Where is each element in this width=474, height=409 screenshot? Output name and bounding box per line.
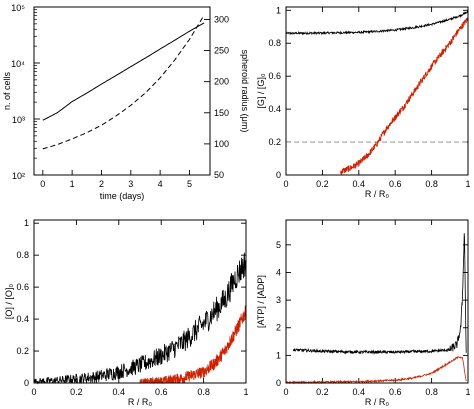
y-tick-label: 5 — [276, 240, 281, 250]
y-tick-label: 10⁵ — [11, 3, 25, 13]
y-tick-label: 0.2 — [268, 137, 281, 147]
y-tick-label: 0.6 — [268, 71, 281, 81]
y-right-tick-label: 100 — [214, 139, 229, 149]
x-tick-label: 1 — [465, 387, 470, 397]
x-tick-label: 1 — [243, 387, 248, 397]
x-axis-label: R / R₀ — [128, 397, 153, 407]
x-tick-label: 2 — [99, 179, 104, 189]
x-tick-label: 0 — [283, 179, 288, 189]
y-right-tick-label: 150 — [214, 108, 229, 118]
series-black-line — [285, 10, 469, 36]
x-tick-label: 0.2 — [316, 179, 329, 189]
y-tick-label: 0 — [276, 378, 281, 388]
y-tick-label: 4 — [276, 267, 281, 277]
x-tick-label: 0.6 — [155, 387, 168, 397]
y-tick-label: 1 — [276, 5, 281, 15]
y-tick-label: 0 — [24, 378, 29, 388]
y-right-axis-label: spheroid radius (μm) — [240, 50, 250, 133]
y-tick-label: 0.8 — [268, 38, 281, 48]
x-tick-label: 3 — [128, 179, 133, 189]
x-axis-label: R / R₀ — [365, 189, 390, 199]
y-right-tick-label: 300 — [214, 14, 229, 24]
x-tick-label: 0.4 — [353, 387, 366, 397]
x-tick-label: 0 — [283, 387, 288, 397]
series-black-line — [292, 233, 467, 355]
x-tick-label: 4 — [158, 179, 163, 189]
y-tick-label: 0 — [276, 170, 281, 180]
x-tick-label: 1 — [70, 179, 75, 189]
x-tick-label: 0 — [31, 387, 36, 397]
x-tick-label: 0.4 — [353, 179, 366, 189]
chart-panel-1: 10² 10³ 10⁴ 10⁵ 50 100 150 200 250 300 0 1 2 3 4 5 time … — [2, 3, 250, 201]
x-tick-label: 0.6 — [389, 179, 402, 189]
x-tick-label: 0.6 — [389, 387, 402, 397]
y-tick-label: 10² — [12, 171, 25, 181]
y-tick-label: 10⁴ — [11, 59, 25, 69]
series-black-line — [33, 252, 247, 385]
plot-frame — [33, 219, 247, 384]
y-axis-label: [O] / [O]₀ — [4, 284, 14, 320]
x-axis-label: time (days) — [100, 191, 145, 201]
chart-panel-3: 0 0.2 0.4 0.6 0.8 1 0 0.2 0.4 0.6 0.8 1 R / R₀ [O] / … — [4, 218, 249, 407]
series-cells-line — [42, 22, 205, 121]
x-axis-label: R / R₀ — [365, 397, 390, 407]
x-tick-label: 0.2 — [316, 387, 329, 397]
x-tick-label: 0.8 — [197, 387, 210, 397]
y-axis-label: [G] / [G]₀ — [256, 73, 266, 109]
y-tick-label: 10³ — [12, 115, 25, 125]
x-tick-label: 0.8 — [425, 179, 438, 189]
series-red-line — [340, 17, 469, 175]
y-right-tick-label: 250 — [214, 46, 229, 56]
chart-panel-2: 0 0.2 0.4 0.6 0.8 1 0 0.2 0.4 0.6 0.8 1 R / R₀ [G] / … — [256, 5, 471, 199]
y-tick-label: 2 — [276, 323, 281, 333]
chart-panel-4: 0 0.2 0.4 0.6 0.8 1 0 1 2 3 4 5 R / R₀ [ATP] / [ADP] — [256, 219, 471, 407]
plot-frame — [285, 6, 469, 176]
series-radius-line — [42, 14, 205, 150]
y-tick-label: 0.4 — [16, 314, 29, 324]
x-tick-label: 5 — [187, 179, 192, 189]
x-tick-label: 0.4 — [113, 387, 126, 397]
y-tick-label: 0.6 — [16, 282, 29, 292]
y-right-tick-label: 50 — [214, 170, 224, 180]
x-tick-label: 0.2 — [70, 387, 83, 397]
y-tick-label: 1 — [24, 218, 29, 228]
plot-frame — [33, 6, 211, 176]
x-tick-label: 0 — [40, 179, 45, 189]
y-tick-label: 1 — [276, 350, 281, 360]
y-tick-label: 0.8 — [16, 250, 29, 260]
y-tick-label: 3 — [276, 295, 281, 305]
y-axis-label: [ATP] / [ADP] — [256, 275, 266, 328]
series-red-line — [285, 356, 467, 385]
y-right-tick-label: 200 — [214, 77, 229, 87]
y-tick-label: 0.4 — [268, 104, 281, 114]
series-red-line — [139, 305, 247, 385]
y-tick-label: 0.2 — [16, 346, 29, 356]
y-axis-label: n. of cells — [2, 71, 12, 110]
x-tick-label: 0.8 — [425, 387, 438, 397]
x-tick-label: 1 — [465, 179, 470, 189]
plot-frame — [285, 219, 469, 384]
